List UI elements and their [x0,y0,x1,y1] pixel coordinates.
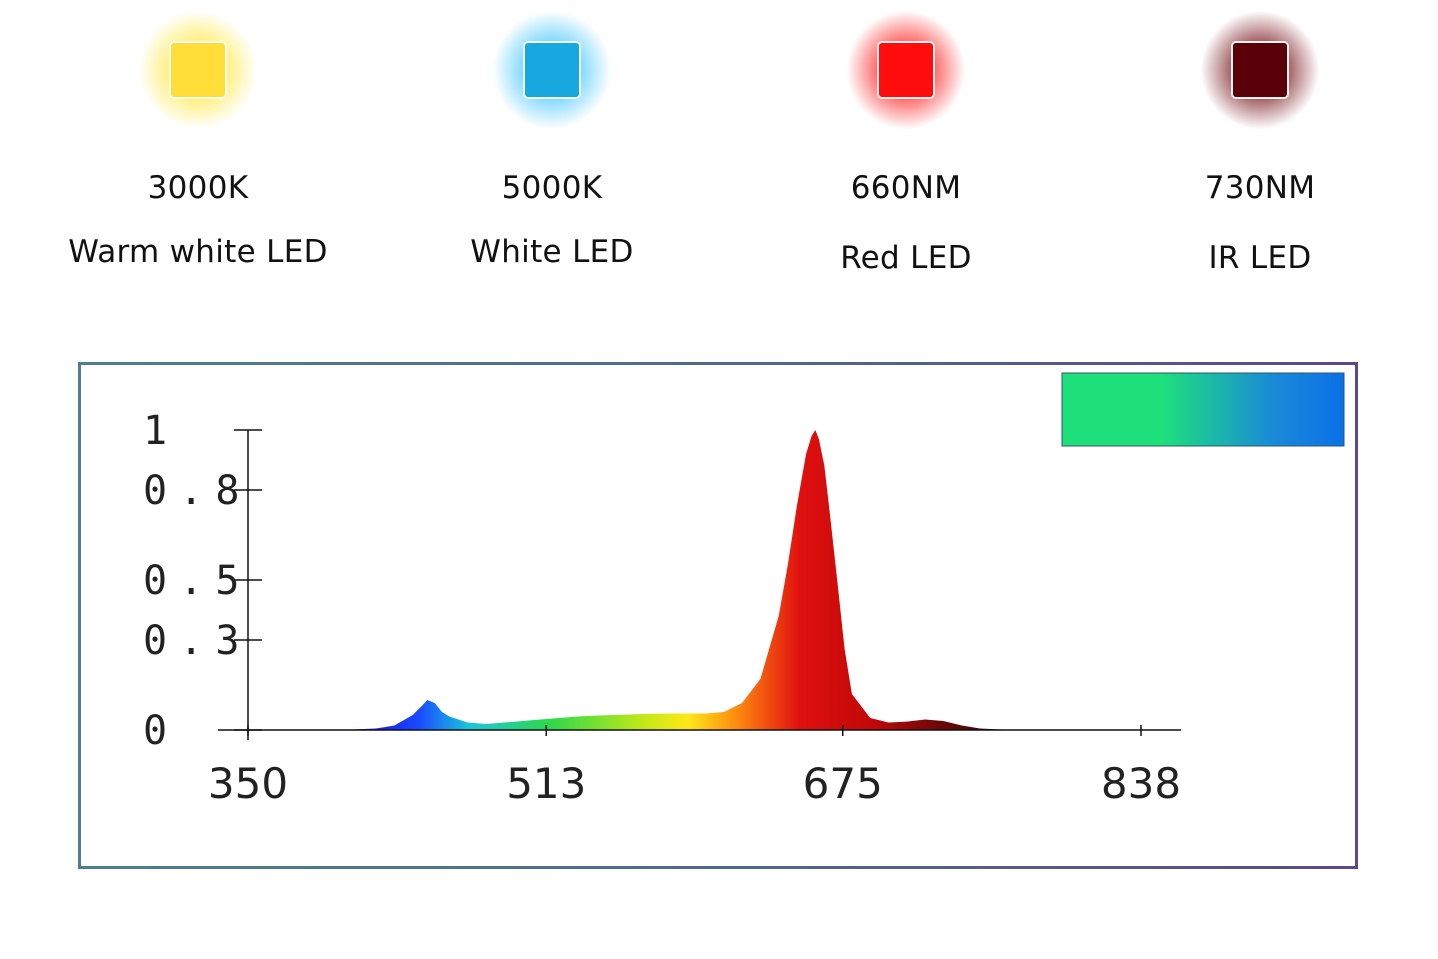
x-tick-label: 513 [506,759,586,808]
spectrum-area [248,430,1218,730]
x-tick-label: 838 [1101,759,1181,808]
led-red: 660NM Red LED [736,0,1076,300]
y-tick-label: 0 . 5 [143,558,236,604]
led-spec-label: 660NM [850,170,962,206]
led-swatch [523,41,581,99]
x-tick-label: 675 [803,759,883,808]
led-swatch [1231,41,1289,99]
y-tick-label: 0 . 3 [143,618,237,664]
led-white: 5000K White LED [382,0,722,300]
led-swatch [877,41,935,99]
chart-panel: 0 0 . 3 0 . 5 0 . 8 1 350 513 675 838 [81,365,1355,866]
led-ir: 730NM IR LED [1090,0,1430,300]
led-warm-white: 3000K Warm white LED [28,0,368,300]
led-spec-label: 730NM [1204,170,1316,206]
x-tick-label: 350 [208,759,288,808]
y-tick-label: 0 [143,708,167,754]
y-tick-label: 0 . 8 [143,468,237,514]
chart-frame: 0 0 . 3 0 . 5 0 . 8 1 350 513 675 838 [78,362,1358,869]
spectrum-chart: 0 0 . 3 0 . 5 0 . 8 1 350 513 675 838 [143,372,1345,808]
legend-color-bar [1061,372,1345,447]
led-name-label: IR LED [1208,240,1312,276]
led-name-label: Red LED [840,240,972,276]
led-swatch [169,41,227,99]
led-spec-label: 3000K [147,170,249,206]
led-name-label: Warm white LED [68,234,328,270]
led-name-label: White LED [470,234,634,270]
y-tick-label: 1 [143,408,167,454]
led-spec-label: 5000K [501,170,603,206]
